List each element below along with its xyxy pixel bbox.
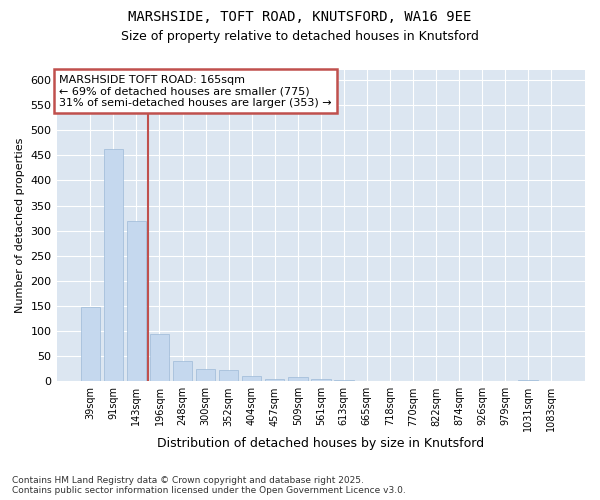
Text: MARSHSIDE TOFT ROAD: 165sqm
← 69% of detached houses are smaller (775)
31% of se: MARSHSIDE TOFT ROAD: 165sqm ← 69% of det…	[59, 74, 332, 108]
Bar	[334, 380, 353, 382]
Bar	[104, 150, 123, 382]
Bar	[80, 307, 100, 382]
Bar	[288, 378, 308, 382]
Bar	[127, 220, 146, 382]
Bar	[242, 376, 262, 382]
Bar	[219, 370, 238, 382]
Bar	[265, 379, 284, 382]
Bar	[149, 334, 169, 382]
Bar	[518, 380, 538, 382]
Text: Contains HM Land Registry data © Crown copyright and database right 2025.
Contai: Contains HM Land Registry data © Crown c…	[12, 476, 406, 495]
Y-axis label: Number of detached properties: Number of detached properties	[15, 138, 25, 314]
Bar	[196, 369, 215, 382]
Text: Size of property relative to detached houses in Knutsford: Size of property relative to detached ho…	[121, 30, 479, 43]
Bar	[173, 361, 193, 382]
X-axis label: Distribution of detached houses by size in Knutsford: Distribution of detached houses by size …	[157, 437, 484, 450]
Text: MARSHSIDE, TOFT ROAD, KNUTSFORD, WA16 9EE: MARSHSIDE, TOFT ROAD, KNUTSFORD, WA16 9E…	[128, 10, 472, 24]
Bar	[311, 379, 331, 382]
